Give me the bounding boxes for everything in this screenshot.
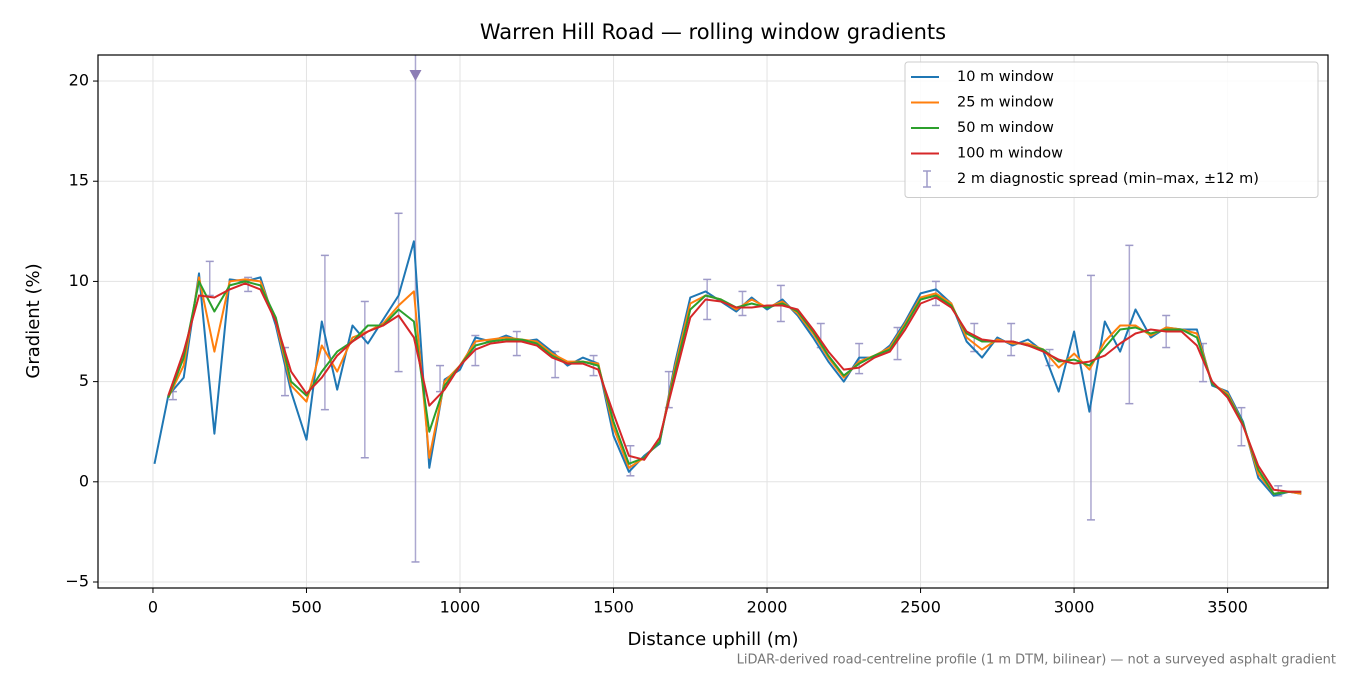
footnote: LiDAR-derived road-centreline profile (1… <box>737 653 1336 668</box>
y-axis-label: Gradient (%) <box>23 263 44 378</box>
plot-frame <box>97 54 1329 589</box>
x-tick-label: 2500 <box>900 598 941 617</box>
series-line <box>167 282 1302 493</box>
axes: 0 500 1000 1500 2000 2500 3000 3500 −5 0 5 10 15 20 <box>65 54 1329 617</box>
x-tick-label: 3000 <box>1054 598 1095 617</box>
legend-box <box>904 61 1319 198</box>
x-tick-label: 2000 <box>747 598 788 617</box>
x-axis-label: Distance uphill (m) <box>628 629 799 650</box>
legend-label: 10 m window <box>957 69 1054 85</box>
legend-label: 2 m diagnostic spread (min–max, ±12 m) <box>957 171 1259 187</box>
legend-label: 50 m window <box>957 120 1054 136</box>
x-tick-label: 3500 <box>1207 598 1248 617</box>
clipped-marker <box>409 70 422 81</box>
y-tick-label: 15 <box>69 171 89 190</box>
y-tick-label: 20 <box>69 71 89 90</box>
series-line <box>153 240 1302 497</box>
y-tick-label: 5 <box>79 371 89 390</box>
y-tick-label: 0 <box>79 471 89 490</box>
y-tick-label: 10 <box>69 271 89 290</box>
legend: 10 m window 25 m window 50 m window 100 m w… <box>904 61 1319 198</box>
x-tick-label: 500 <box>291 598 322 617</box>
legend-label: 100 m window <box>957 146 1063 162</box>
legend-label: 25 m window <box>957 95 1054 111</box>
x-tick-label: 0 <box>148 598 158 617</box>
chart-title: Warren Hill Road — rolling window gradie… <box>480 20 946 44</box>
x-tick-label: 1000 <box>440 598 481 617</box>
y-tick-label: −5 <box>65 571 89 590</box>
x-tick-label: 1500 <box>593 598 634 617</box>
